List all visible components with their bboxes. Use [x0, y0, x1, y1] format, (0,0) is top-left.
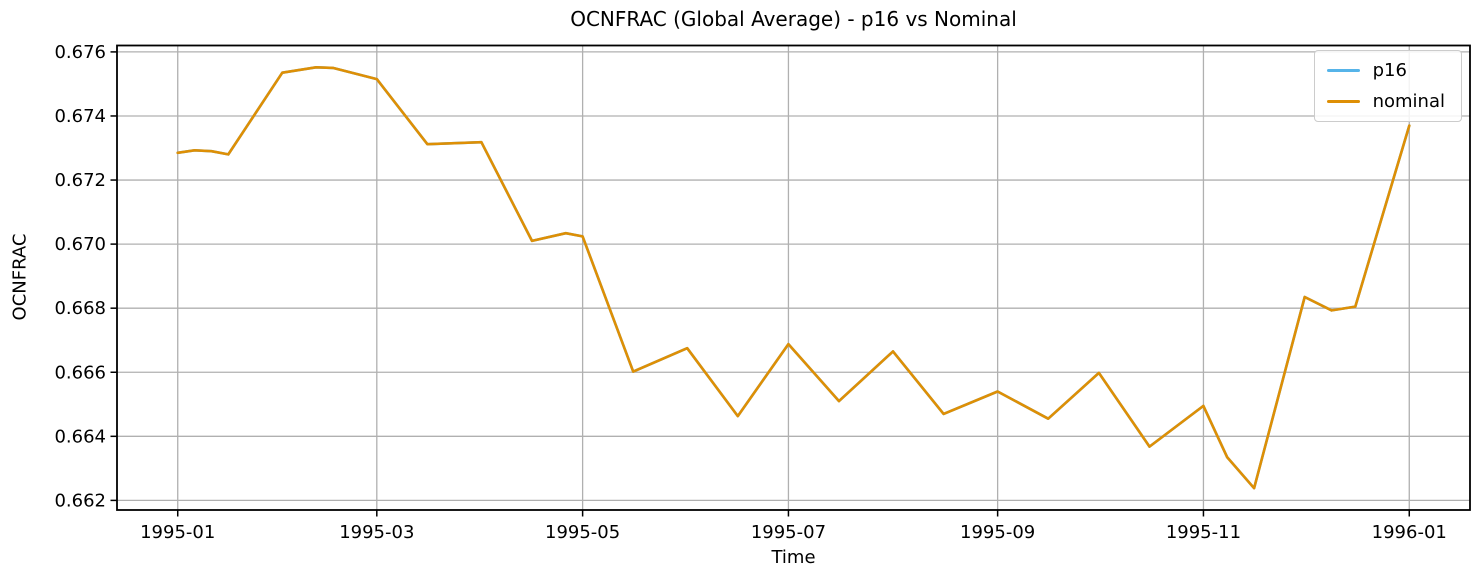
- y-tick-label: 0.662: [54, 490, 106, 511]
- plot-border: [116, 44, 1471, 511]
- x-tick-label: 1995-09: [960, 522, 1035, 543]
- y-tick-label: 0.672: [54, 170, 106, 191]
- x-tick-label: 1995-11: [1166, 522, 1241, 543]
- y-axis-label: OCNFRAC: [9, 233, 31, 321]
- y-tick-label: 0.674: [54, 106, 106, 127]
- legend-swatch-p16: [1326, 69, 1360, 72]
- chart-title: OCNFRAC (Global Average) - p16 vs Nomina…: [570, 7, 1017, 31]
- y-tick-label: 0.664: [54, 426, 106, 447]
- y-tick-label: 0.676: [54, 42, 106, 63]
- x-tick-label: 1995-01: [140, 522, 215, 543]
- x-axis-label: Time: [771, 547, 816, 568]
- series-line-nominal: [176, 66, 1411, 490]
- legend: p16 nominal: [1313, 50, 1462, 122]
- x-tick-label: 1996-01: [1372, 522, 1447, 543]
- legend-label-nominal: nominal: [1372, 91, 1445, 112]
- y-tick-label: 0.666: [54, 362, 106, 383]
- x-tick-label: 1995-05: [545, 522, 620, 543]
- x-tick-label: 1995-07: [751, 522, 826, 543]
- x-tick-label: 1995-03: [339, 522, 414, 543]
- legend-label-p16: p16: [1372, 60, 1407, 81]
- legend-item-p16: p16: [1326, 59, 1445, 82]
- series-line-p16: [176, 66, 1411, 490]
- y-tick-label: 0.670: [54, 234, 106, 255]
- legend-item-nominal: nominal: [1326, 90, 1445, 113]
- legend-swatch-nominal: [1326, 100, 1360, 103]
- y-tick-label: 0.668: [54, 298, 106, 319]
